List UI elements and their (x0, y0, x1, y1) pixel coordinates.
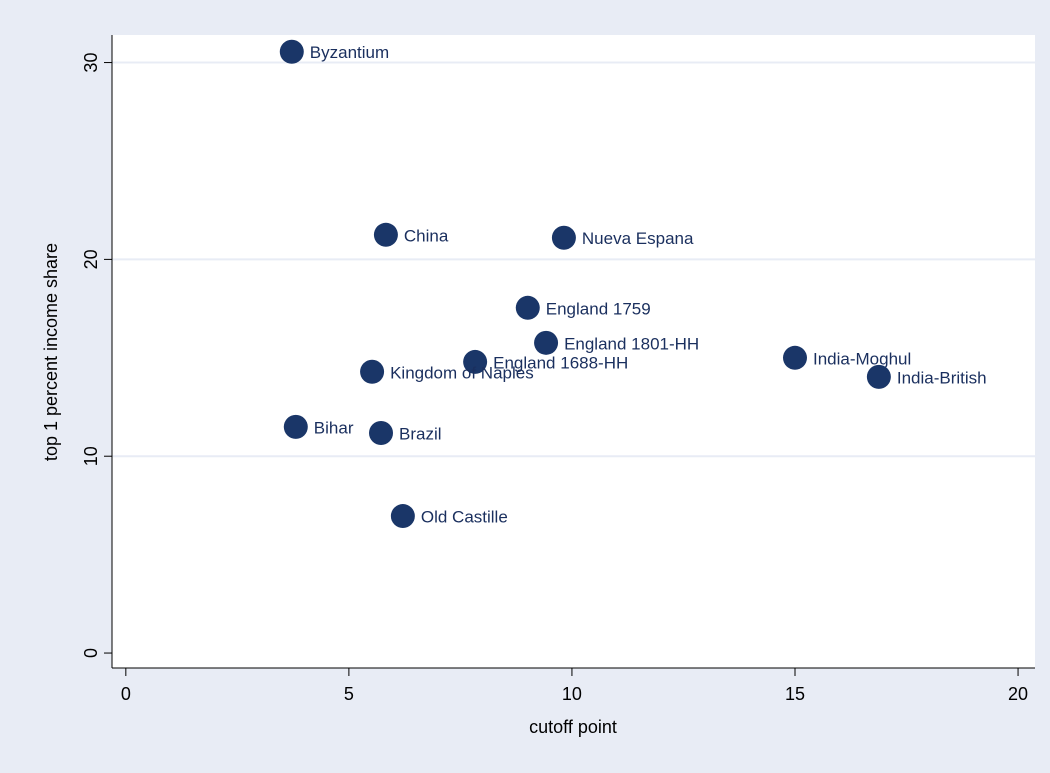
y-tick-label: 30 (81, 53, 101, 73)
point-label: Brazil (399, 424, 442, 443)
y-axis-title: top 1 percent income share (41, 243, 61, 461)
point-label: Byzantium (310, 43, 389, 62)
point (360, 359, 385, 384)
x-tick-label: 5 (344, 684, 354, 704)
point (279, 39, 304, 64)
point (390, 504, 415, 529)
point-label: India-Moghul (813, 349, 911, 368)
x-axis-title: cutoff point (529, 717, 617, 737)
point (283, 414, 308, 439)
plot-area (112, 35, 1035, 668)
point (369, 420, 394, 445)
x-tick-label: 15 (785, 684, 805, 704)
point-label: England 1688-HH (493, 353, 628, 372)
point (534, 330, 559, 355)
point-label: Nueva Espana (582, 229, 694, 248)
y-tick-label: 20 (81, 249, 101, 269)
point (373, 222, 398, 247)
point-label: China (404, 226, 449, 245)
point (782, 345, 807, 370)
point-label: England 1801-HH (564, 334, 699, 353)
point-label: England 1759 (546, 299, 651, 318)
point (866, 364, 891, 389)
point-label: Bihar (314, 418, 354, 437)
x-tick-label: 20 (1008, 684, 1028, 704)
y-tick-label: 10 (81, 446, 101, 466)
y-tick-label: 0 (81, 648, 101, 658)
point (551, 225, 576, 250)
point-label: Kingdom of Naples (390, 363, 534, 382)
point-label: Old Castille (421, 508, 508, 527)
x-tick-label: 0 (121, 684, 131, 704)
point (515, 295, 540, 320)
point (463, 349, 488, 374)
point-label: India-British (897, 368, 987, 387)
x-tick-label: 10 (562, 684, 582, 704)
